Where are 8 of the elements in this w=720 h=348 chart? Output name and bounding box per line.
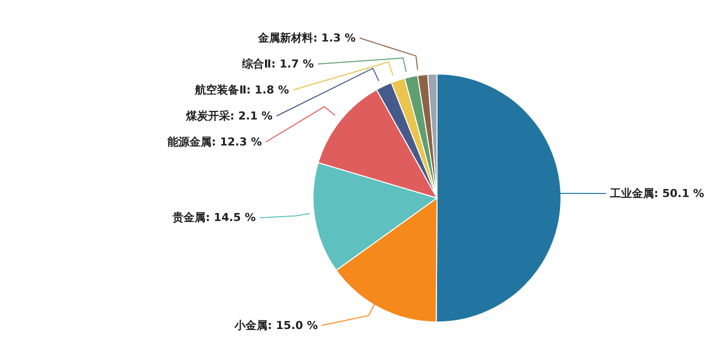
slice-label: 贵金属: 14.5 % — [172, 211, 256, 224]
slice-label: 能源金属: 12.3 % — [168, 136, 262, 148]
slice-label: 煤炭开采: 2.1 % — [184, 110, 273, 122]
slice-label: 综合Ⅱ: 1.7 % — [241, 58, 314, 70]
slice-label: 工业金属: 50.1 % — [609, 186, 704, 200]
slice-label: 航空装备Ⅱ: 1.8 % — [194, 84, 290, 96]
slice-label: 金属新材料: 1.3 % — [257, 32, 356, 44]
slice-label: 小金属: 15.0 % — [234, 318, 318, 332]
